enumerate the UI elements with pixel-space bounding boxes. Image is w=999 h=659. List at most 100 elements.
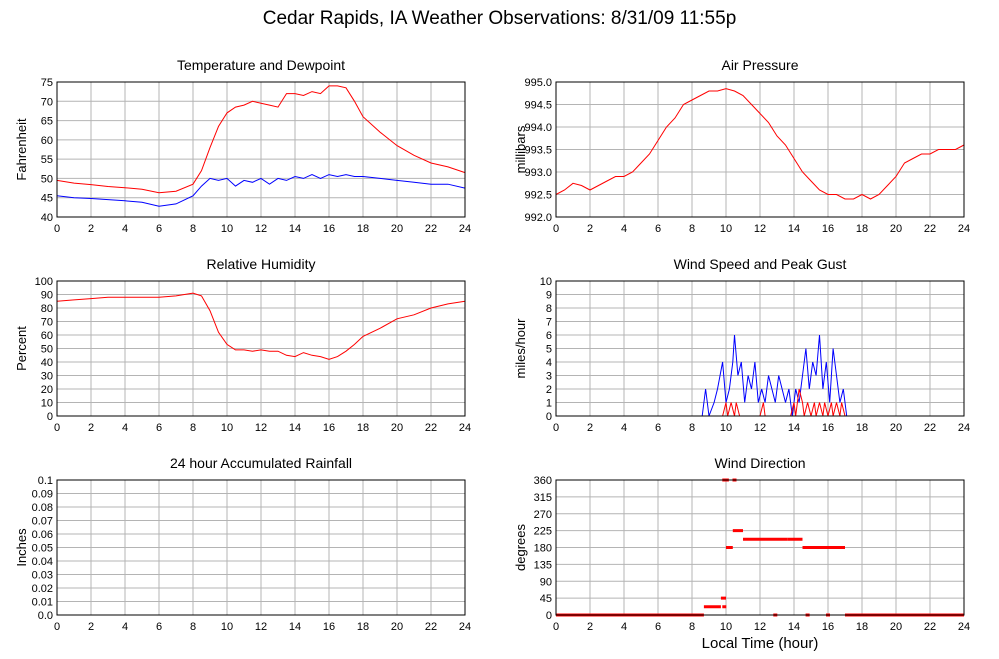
y-tick-label: 993.5	[524, 145, 552, 157]
y-tick-label: 9	[546, 290, 552, 302]
y-tick-label: 993.0	[524, 167, 552, 179]
y-tick-label: 995.0	[524, 77, 552, 89]
rh-ylabel: Percent	[14, 326, 29, 371]
y-tick-label: 90	[540, 576, 552, 588]
pressure-ylabel: millibars	[513, 125, 528, 173]
y-tick-label: 40	[41, 357, 53, 369]
x-tick-label: 2	[587, 621, 593, 633]
y-tick-label: 30	[41, 371, 53, 383]
y-tick-label: 0.02	[32, 583, 53, 595]
x-tick-label: 18	[357, 422, 369, 434]
x-tick-label: 18	[856, 422, 868, 434]
rain-title: 24 hour Accumulated Rainfall	[170, 455, 352, 471]
pressure-frame	[555, 81, 965, 218]
x-tick-label: 22	[425, 621, 437, 633]
x-tick-label: 10	[720, 422, 732, 434]
x-tick-label: 8	[689, 223, 695, 235]
y-tick-label: 180	[534, 543, 552, 555]
y-tick-label: 0.04	[32, 556, 53, 568]
x-tick-label: 2	[88, 422, 94, 434]
y-tick-label: 992.0	[524, 212, 552, 224]
y-tick-label: 0.08	[32, 502, 53, 514]
y-tick-label: 0.06	[32, 529, 53, 541]
x-tick-label: 6	[156, 621, 162, 633]
x-tick-label: 20	[391, 422, 403, 434]
y-tick-label: 10	[540, 276, 552, 288]
x-tick-label: 8	[190, 621, 196, 633]
x-tick-label: 0	[553, 223, 559, 235]
x-tick-label: 14	[788, 223, 800, 235]
x-tick-label: 10	[720, 621, 732, 633]
wind-title: Wind Speed and Peak Gust	[674, 256, 847, 272]
x-tick-label: 22	[924, 621, 936, 633]
x-tick-label: 12	[255, 621, 267, 633]
x-tick-label: 22	[924, 223, 936, 235]
x-tick-label: 4	[621, 422, 627, 434]
x-tick-label: 0	[54, 621, 60, 633]
x-tick-label: 2	[587, 422, 593, 434]
x-tick-label: 12	[255, 422, 267, 434]
dir-frame	[555, 479, 965, 616]
temp-ylabel: Fahrenheit	[14, 118, 29, 181]
temp-series-line-0	[56, 85, 466, 194]
pressure-series-line-0	[555, 88, 965, 200]
y-tick-label: 45	[540, 593, 552, 605]
y-tick-label: 0.01	[32, 597, 53, 609]
y-tick-label: 20	[41, 384, 53, 396]
x-tick-label: 24	[459, 422, 471, 434]
y-tick-label: 3	[546, 371, 552, 383]
x-tick-label: 6	[156, 422, 162, 434]
x-tick-label: 16	[323, 621, 335, 633]
wind-series-line-0	[556, 334, 964, 417]
y-tick-label: 0.05	[32, 543, 53, 555]
x-tick-label: 20	[890, 422, 902, 434]
x-tick-label: 6	[655, 621, 661, 633]
y-tick-label: 70	[41, 317, 53, 329]
y-tick-label: 0	[47, 411, 53, 423]
y-tick-label: 5	[546, 344, 552, 356]
rain-frame	[56, 479, 466, 616]
x-tick-label: 4	[122, 223, 128, 235]
wind-ylabel: miles/hour	[513, 318, 528, 379]
x-tick-label: 18	[856, 223, 868, 235]
dir-chart: 0 2 4 6 8 10 12 14 16 18 20 22 240459013518022527031…	[513, 455, 970, 633]
x-tick-label: 24	[958, 223, 970, 235]
x-tick-label: 8	[689, 621, 695, 633]
y-tick-label: 8	[546, 303, 552, 315]
x-tick-label: 16	[822, 422, 834, 434]
x-tick-label: 14	[289, 621, 301, 633]
temp-series-line-1	[56, 174, 466, 207]
x-tick-label: 0	[54, 223, 60, 235]
x-tick-label: 2	[88, 621, 94, 633]
y-tick-label: 7	[546, 317, 552, 329]
y-tick-label: 0	[546, 411, 552, 423]
y-tick-label: 994.5	[524, 100, 552, 112]
x-tick-label: 14	[289, 422, 301, 434]
y-tick-label: 2	[546, 384, 552, 396]
pressure-title: Air Pressure	[721, 57, 798, 73]
rh-chart: 0 2 4 6 8 10 12 14 16 18 20 22 240102030405060708090…	[14, 256, 471, 434]
x-tick-label: 2	[88, 223, 94, 235]
y-tick-label: 1	[546, 398, 552, 410]
x-tick-label: 18	[357, 621, 369, 633]
x-tick-label: 10	[221, 223, 233, 235]
dir-title: Wind Direction	[714, 455, 805, 471]
x-tick-label: 6	[655, 223, 661, 235]
y-tick-label: 6	[546, 330, 552, 342]
y-tick-label: 0.09	[32, 489, 53, 501]
x-tick-label: 6	[156, 223, 162, 235]
y-tick-label: 80	[41, 303, 53, 315]
x-tick-label: 12	[754, 621, 766, 633]
y-tick-label: 70	[41, 96, 53, 108]
y-tick-label: 360	[534, 475, 552, 487]
rain-ylabel: Inches	[14, 528, 29, 567]
x-tick-label: 16	[822, 223, 834, 235]
main-title: Cedar Rapids, IA Weather Observations: 8…	[262, 8, 737, 29]
x-tick-label: 20	[890, 223, 902, 235]
direction-point	[722, 605, 727, 609]
x-tick-label: 18	[357, 223, 369, 235]
x-tick-label: 24	[958, 621, 970, 633]
x-tick-label: 0	[54, 422, 60, 434]
rh-series-line-0	[56, 292, 466, 360]
wind-series-line-1	[556, 388, 964, 417]
